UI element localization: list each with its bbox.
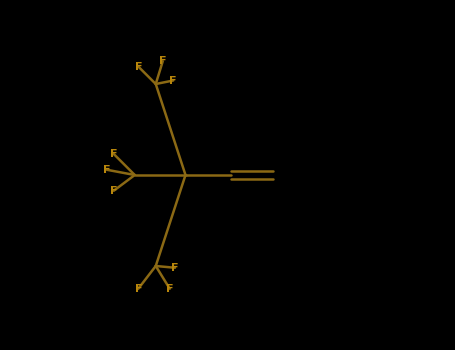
Text: F: F [166,284,173,294]
Text: F: F [135,62,142,71]
Text: F: F [110,186,117,196]
Text: F: F [110,149,117,159]
Text: F: F [170,76,177,85]
Text: F: F [171,263,179,273]
Text: F: F [103,165,111,175]
Text: F: F [135,284,142,294]
Text: F: F [159,56,167,66]
